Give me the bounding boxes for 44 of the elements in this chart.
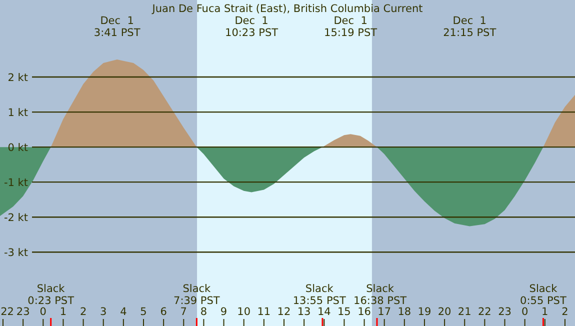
x-tick-label: 1 — [542, 306, 548, 318]
x-tick-label: 22 — [478, 306, 492, 318]
x-tick-label: 11 — [257, 306, 271, 318]
chart-title: Juan De Fuca Strait (East), British Columbia Current — [151, 3, 423, 15]
x-tick-label: 2 — [80, 306, 87, 318]
x-tick-label: 17 — [378, 306, 392, 318]
x-tick-label: 20 — [438, 306, 452, 318]
x-tick-label: 9 — [220, 306, 228, 318]
y-tick-label: -3 kt — [4, 247, 28, 260]
annotation: Slack 0:55 PST — [520, 283, 567, 307]
x-tick-label: 6 — [160, 306, 168, 318]
x-tick-label: 4 — [120, 306, 128, 318]
x-tick-label: 1 — [60, 306, 67, 318]
x-tick-label: 0 — [40, 306, 46, 318]
x-tick-label: 12 — [277, 306, 291, 318]
y-tick-label: 1 kt — [8, 107, 28, 120]
x-tick-label: 23 — [16, 306, 30, 318]
x-tick-label: 16 — [358, 306, 372, 318]
x-tick-label: 7 — [180, 306, 187, 318]
x-tick-label: 0 — [521, 306, 528, 318]
annotation: Dec 1 3:41 PST — [94, 15, 141, 39]
x-tick-label: 13 — [297, 306, 311, 318]
annotation: Slack 7:39 PST — [174, 283, 220, 307]
annotation: Dec 1 21:15 PST — [443, 15, 497, 39]
x-tick-label: 5 — [140, 306, 147, 318]
x-tick-label: 22 — [0, 306, 14, 318]
x-tick-label: 10 — [237, 306, 251, 318]
x-tick-label: 21 — [458, 306, 472, 318]
y-tick-label: 2 kt — [8, 72, 28, 84]
annotation: Slack 16:38 PST — [354, 283, 408, 307]
annotation: Slack 0:23 PST — [28, 283, 75, 307]
x-tick-label: 23 — [498, 306, 512, 318]
x-tick-label: 3 — [100, 306, 107, 318]
x-tick-label: 14 — [317, 306, 332, 318]
x-tick-label: 2 — [562, 306, 568, 318]
x-tick-label: 19 — [418, 306, 432, 318]
x-tick-label: 15 — [338, 306, 351, 318]
y-tick-label: -2 kt — [4, 212, 28, 224]
annotation: Slack 13:55 PST — [292, 283, 346, 307]
annotation: Dec 1 15:19 PST — [324, 15, 378, 39]
annotation: Dec 1 10:23 PST — [225, 15, 279, 39]
y-tick-label: -1 kt — [4, 177, 28, 190]
x-tick-label: 8 — [200, 306, 208, 318]
x-tick-label: 18 — [398, 306, 412, 318]
